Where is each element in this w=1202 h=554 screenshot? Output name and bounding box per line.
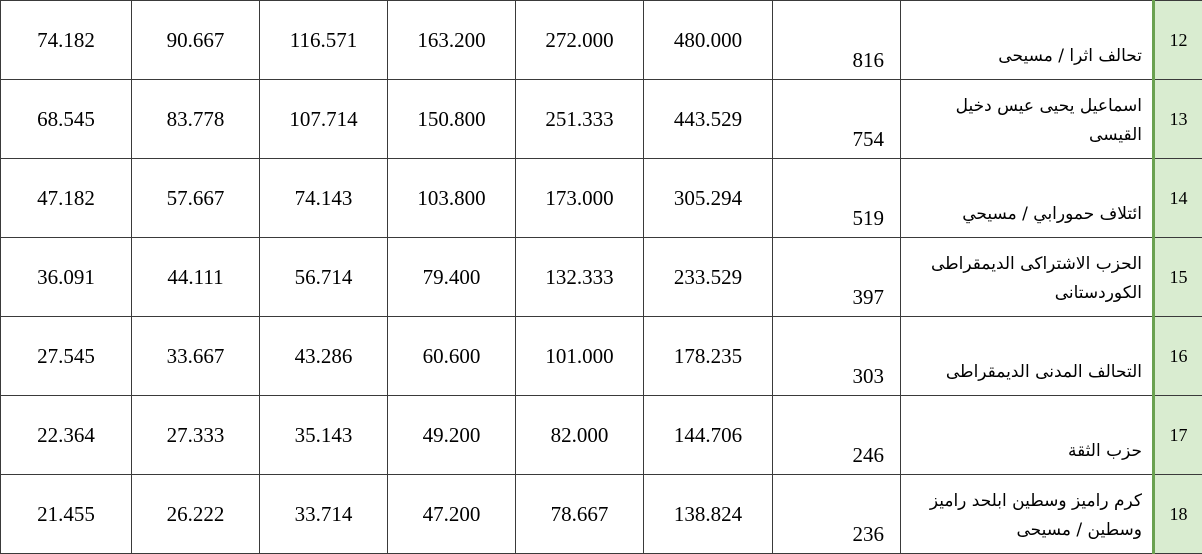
divisor-7-cell: 33.714 bbox=[260, 475, 388, 554]
row-index-cell: 15 bbox=[1154, 238, 1202, 317]
divisor-7-cell: 107.714 bbox=[260, 80, 388, 159]
divisor-9-cell: 57.667 bbox=[132, 159, 260, 238]
divisor-7-cell: 56.714 bbox=[260, 238, 388, 317]
votes-cell: 303 bbox=[773, 317, 901, 396]
divisor-11-cell: 68.545 bbox=[1, 80, 132, 159]
table-row: 27.545 33.667 43.286 60.600 101.000 178.… bbox=[1, 317, 1202, 396]
divisor-9-cell: 44.111 bbox=[132, 238, 260, 317]
divisor-5-cell: 163.200 bbox=[388, 1, 516, 80]
divisor-5-cell: 103.800 bbox=[388, 159, 516, 238]
divisor-1.7-cell: 138.824 bbox=[644, 475, 773, 554]
votes-cell: 397 bbox=[773, 238, 901, 317]
votes-cell: 754 bbox=[773, 80, 901, 159]
list-name-cell: حزب الثقة bbox=[901, 396, 1154, 475]
divisor-9-cell: 33.667 bbox=[132, 317, 260, 396]
table-row: 68.545 83.778 107.714 150.800 251.333 44… bbox=[1, 80, 1202, 159]
table-row: 21.455 26.222 33.714 47.200 78.667 138.8… bbox=[1, 475, 1202, 554]
table-row: 22.364 27.333 35.143 49.200 82.000 144.7… bbox=[1, 396, 1202, 475]
divisor-3-cell: 251.333 bbox=[516, 80, 644, 159]
divisor-3-cell: 101.000 bbox=[516, 317, 644, 396]
divisor-5-cell: 150.800 bbox=[388, 80, 516, 159]
divisor-9-cell: 90.667 bbox=[132, 1, 260, 80]
divisor-9-cell: 27.333 bbox=[132, 396, 260, 475]
divisor-1.7-cell: 480.000 bbox=[644, 1, 773, 80]
row-index-cell: 14 bbox=[1154, 159, 1202, 238]
divisor-3-cell: 78.667 bbox=[516, 475, 644, 554]
divisor-11-cell: 36.091 bbox=[1, 238, 132, 317]
table-row: 47.182 57.667 74.143 103.800 173.000 305… bbox=[1, 159, 1202, 238]
divisor-1.7-cell: 178.235 bbox=[644, 317, 773, 396]
row-index-cell: 13 bbox=[1154, 80, 1202, 159]
divisor-11-cell: 74.182 bbox=[1, 1, 132, 80]
votes-cell: 816 bbox=[773, 1, 901, 80]
divisor-3-cell: 173.000 bbox=[516, 159, 644, 238]
votes-cell: 246 bbox=[773, 396, 901, 475]
row-index-cell: 12 bbox=[1154, 1, 1202, 80]
divisor-11-cell: 47.182 bbox=[1, 159, 132, 238]
divisor-7-cell: 43.286 bbox=[260, 317, 388, 396]
divisor-9-cell: 83.778 bbox=[132, 80, 260, 159]
votes-cell: 519 bbox=[773, 159, 901, 238]
row-index-cell: 16 bbox=[1154, 317, 1202, 396]
divisor-1.7-cell: 443.529 bbox=[644, 80, 773, 159]
row-index-cell: 18 bbox=[1154, 475, 1202, 554]
divisor-11-cell: 21.455 bbox=[1, 475, 132, 554]
list-name-cell: التحالف المدنى الديمقراطى bbox=[901, 317, 1154, 396]
list-name-cell: الحزب الاشتراكى الديمقراطى الكوردستانى bbox=[901, 238, 1154, 317]
divisor-3-cell: 82.000 bbox=[516, 396, 644, 475]
divisor-1.7-cell: 233.529 bbox=[644, 238, 773, 317]
list-name-cell: اسماعيل يحيى عيس دخيل القيسى bbox=[901, 80, 1154, 159]
divisor-5-cell: 60.600 bbox=[388, 317, 516, 396]
table-row: 36.091 44.111 56.714 79.400 132.333 233.… bbox=[1, 238, 1202, 317]
divisor-11-cell: 27.545 bbox=[1, 317, 132, 396]
divisor-7-cell: 35.143 bbox=[260, 396, 388, 475]
divisor-5-cell: 47.200 bbox=[388, 475, 516, 554]
divisor-7-cell: 116.571 bbox=[260, 1, 388, 80]
divisor-3-cell: 272.000 bbox=[516, 1, 644, 80]
divisor-9-cell: 26.222 bbox=[132, 475, 260, 554]
list-name-cell: تحالف اثرا / مسيحى bbox=[901, 1, 1154, 80]
divisor-11-cell: 22.364 bbox=[1, 396, 132, 475]
votes-cell: 236 bbox=[773, 475, 901, 554]
list-name-cell: كرم راميز وسطين ابلحد راميز وسطين / مسيح… bbox=[901, 475, 1154, 554]
divisor-1.7-cell: 144.706 bbox=[644, 396, 773, 475]
list-name-cell: ائتلاف حمورابي / مسيحي bbox=[901, 159, 1154, 238]
divisor-7-cell: 74.143 bbox=[260, 159, 388, 238]
divisor-5-cell: 79.400 bbox=[388, 238, 516, 317]
divisor-5-cell: 49.200 bbox=[388, 396, 516, 475]
divisor-3-cell: 132.333 bbox=[516, 238, 644, 317]
table-row: 74.182 90.667 116.571 163.200 272.000 48… bbox=[1, 1, 1202, 80]
divisor-1.7-cell: 305.294 bbox=[644, 159, 773, 238]
row-index-cell: 17 bbox=[1154, 396, 1202, 475]
